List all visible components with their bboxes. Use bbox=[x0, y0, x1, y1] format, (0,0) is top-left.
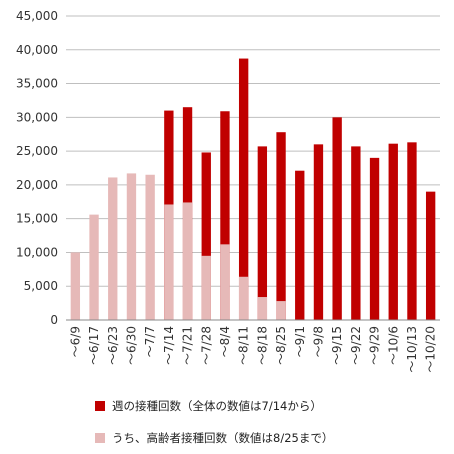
x-tick-label: ～6/23 bbox=[106, 326, 120, 365]
y-tick-label: 20,000 bbox=[16, 178, 58, 192]
bar-elderly bbox=[126, 173, 137, 320]
x-tick-label: ～6/9 bbox=[68, 326, 82, 357]
y-tick-label: 10,000 bbox=[16, 245, 58, 259]
bars bbox=[70, 58, 436, 321]
bar-weekly-total bbox=[407, 142, 417, 320]
bar-weekly-total bbox=[276, 132, 286, 320]
x-tick-label: ～7/14 bbox=[162, 326, 176, 365]
legend-swatch-elderly bbox=[95, 433, 105, 443]
bar-weekly-total bbox=[332, 117, 342, 320]
legend-item-elderly: うち、高齢者接種回数（数値は8/25まで） bbox=[95, 430, 333, 446]
x-tick-label: ～7/21 bbox=[181, 326, 195, 365]
bar-weekly-total bbox=[295, 170, 305, 320]
x-tick-label: ～8/11 bbox=[237, 326, 251, 365]
x-tick-label: ～10/20 bbox=[424, 326, 438, 373]
x-tick-label: ～6/30 bbox=[124, 326, 138, 365]
bar-elderly bbox=[70, 252, 81, 320]
y-tick-label: 30,000 bbox=[16, 110, 58, 124]
x-axis-tick-labels: ～6/9 ～6/17 ～6/23 ～6/30 ～7/7 ～7/14 ～7/21 ～7/28 ～8… bbox=[68, 326, 437, 373]
y-tick-label: 25,000 bbox=[16, 144, 58, 158]
legend-label-elderly: うち、高齢者接種回数（数値は8/25まで） bbox=[112, 431, 334, 445]
legend-label-weekly: 週の接種回数（全体の数値は7/14から） bbox=[112, 399, 322, 413]
bar-weekly-total bbox=[388, 143, 398, 320]
y-tick-label: 0 bbox=[50, 313, 58, 327]
bar-elderly bbox=[89, 214, 99, 320]
bar-elderly bbox=[238, 276, 249, 320]
bar-weekly-total bbox=[369, 157, 380, 320]
y-tick-label: 40,000 bbox=[16, 43, 58, 57]
bar-weekly-total bbox=[238, 58, 249, 321]
gridlines bbox=[66, 15, 440, 287]
y-tick-label: 15,000 bbox=[16, 212, 58, 226]
bar-weekly-total bbox=[257, 146, 268, 320]
x-tick-label: ～9/29 bbox=[368, 326, 382, 365]
y-tick-label: 35,000 bbox=[16, 77, 58, 91]
bar-elderly bbox=[220, 244, 230, 320]
bar-elderly bbox=[145, 174, 155, 320]
bar-weekly-total bbox=[220, 111, 230, 321]
bar-elderly bbox=[257, 297, 268, 320]
bar-weekly-total bbox=[351, 146, 361, 320]
y-tick-label: 45,000 bbox=[16, 9, 58, 23]
legend-item-weekly: 週の接種回数（全体の数値は7/14から） bbox=[95, 398, 322, 414]
bar-elderly bbox=[182, 202, 193, 320]
x-tick-label: ～9/22 bbox=[349, 326, 363, 365]
bar-weekly-total bbox=[201, 152, 211, 320]
x-tick-label: ～8/25 bbox=[274, 326, 288, 365]
bar-elderly bbox=[164, 204, 174, 320]
y-axis-tick-labels: 0 5,000 10,000 15,000 20,000 25,000 30,000 35,0… bbox=[16, 9, 58, 327]
x-tick-label: ～10/13 bbox=[405, 326, 419, 373]
bar-weekly-total bbox=[313, 144, 324, 320]
x-tick-label: ～8/18 bbox=[255, 326, 269, 365]
x-tick-label: ～9/15 bbox=[330, 326, 344, 365]
x-tick-label: ～7/7 bbox=[143, 326, 157, 357]
bar-weekly-total bbox=[425, 191, 436, 320]
bar-elderly bbox=[201, 255, 211, 320]
x-tick-label: ～10/6 bbox=[386, 326, 400, 365]
x-tick-label: ～9/1 bbox=[293, 326, 307, 357]
x-tick-label: ～9/8 bbox=[311, 326, 325, 357]
x-tick-label: ～6/17 bbox=[87, 326, 101, 365]
x-tick-label: ～7/28 bbox=[199, 326, 213, 365]
bar-elderly bbox=[108, 177, 118, 320]
y-tick-label: 5,000 bbox=[24, 279, 58, 293]
x-tick-label: ～8/4 bbox=[218, 326, 232, 357]
bar-elderly bbox=[276, 301, 286, 320]
legend-swatch-weekly bbox=[95, 401, 105, 411]
